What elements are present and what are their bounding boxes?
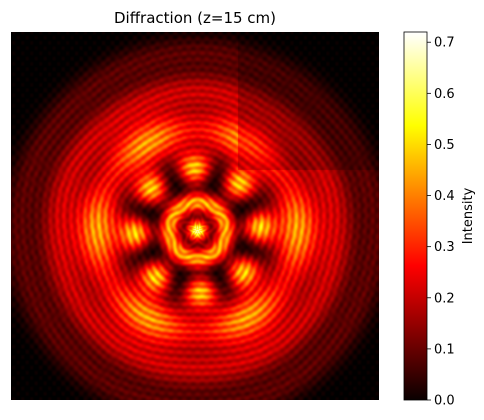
colorbar-tick-label: 0.4 xyxy=(434,189,455,204)
colorbar-tick-label: 0.2 xyxy=(434,291,455,306)
colorbar: 0.0 0.1 0.2 0.3 0.4 0.5 0.6 0.7 Intensity xyxy=(403,31,476,409)
heatmap-plot xyxy=(11,32,379,400)
colorbar-tick-label: 0.0 xyxy=(434,394,455,409)
colorbar-tick-label: 0.6 xyxy=(434,87,455,102)
colorbar-label: Intensity xyxy=(461,187,476,244)
colorbar-tick-label: 0.5 xyxy=(434,138,455,153)
colorbar-gradient xyxy=(403,31,428,401)
colorbar-tick-label: 0.7 xyxy=(434,36,455,51)
heatmap-image xyxy=(11,32,379,400)
colorbar-tick-label: 0.1 xyxy=(434,342,455,357)
colorbar-tick-label: 0.3 xyxy=(434,240,455,255)
colorbar-ticks: 0.0 0.1 0.2 0.3 0.4 0.5 0.6 0.7 xyxy=(427,36,455,409)
heatmap-image-frame xyxy=(11,32,379,400)
chart-title: Diffraction (z=15 cm) xyxy=(114,9,276,27)
